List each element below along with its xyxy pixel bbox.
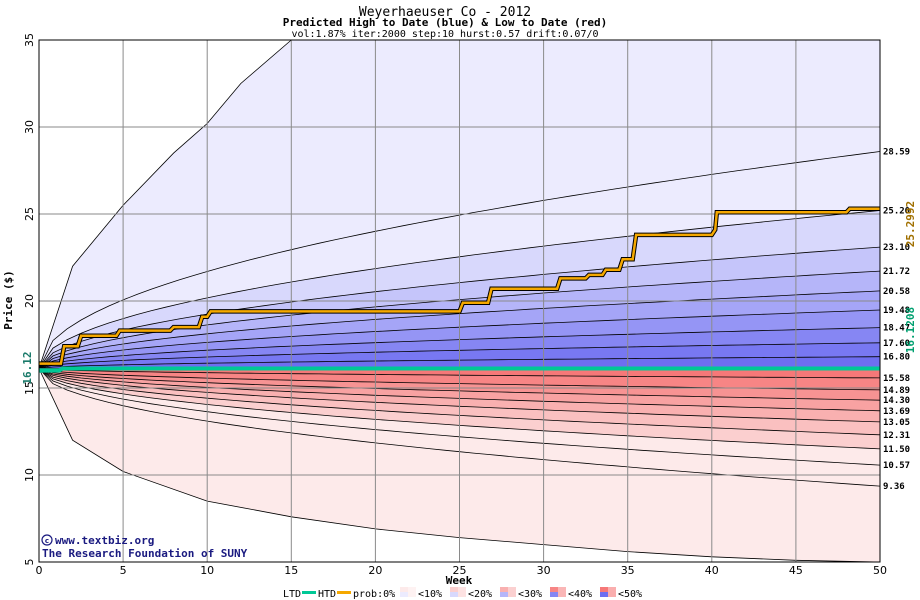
low-band-end-label: 14.30 [883,396,910,406]
low-band-end-label: 12.31 [883,431,910,441]
ltd-series-line [39,366,880,373]
legend-item-label-4: <50% [618,589,642,600]
x-axis-label: Week [446,574,473,587]
legend-prob-label: prob:0% [353,589,395,600]
simulation-params: vol:1.87% iter:2000 step:10 hurst:0.57 d… [291,29,598,40]
low-band-end-label: 10.57 [883,461,910,471]
high-band-end-label: 20.58 [883,287,910,297]
x-tick-label-0: 0 [36,564,43,577]
legend-swatch-mix-1 [458,587,466,597]
low-envelope-line [38,368,881,563]
chart-title: Weyerhaeuser Co - 2012 [359,5,531,20]
x-tick-label-25: 25 [453,564,467,577]
y-tick-label-35: 35 [23,33,36,47]
legend-ltd-label: LTD [283,589,301,600]
high-band-end-label: 18.47 [883,324,910,334]
high-band-end-label: 16.80 [883,353,910,363]
y-tick-label-30: 30 [23,120,36,134]
y-axis-label: Price ($) [2,270,15,330]
high-band-end-label: 28.59 [883,148,910,158]
legend-swatch-high-0 [400,592,408,597]
start-price-label: 16.12 [21,351,34,384]
y-tick-label-10: 10 [23,468,36,482]
x-axis: 0 5 10 15 20 25 30 35 40 45 50 [36,564,888,577]
low-band-end-label: 13.69 [883,407,910,417]
legend-item-label-2: <30% [518,589,542,600]
legend-swatch-low-4 [600,587,608,592]
legend-swatch-mix-2 [508,587,516,597]
legend-swatch-high-4 [600,592,608,597]
legend-item-label-3: <40% [568,589,592,600]
legend-swatch-high-3 [550,592,558,597]
x-tick-label-15: 15 [284,564,298,577]
high-band-end-label: 25.20 [883,207,910,217]
legend-swatch-high-1 [450,592,458,597]
legend: LTD HTD prob:0% <10% <20% <30% <40% <50% [283,587,642,600]
y-tick-label-25: 25 [23,207,36,221]
low-band-end-label: 9.36 [883,482,905,492]
x-tick-label-5: 5 [120,564,127,577]
chart-subtitle: Predicted High to Date (blue) & Low to D… [283,16,608,29]
probability-bands [38,39,881,563]
x-tick-label-40: 40 [705,564,719,577]
y-tick-label-5: 5 [23,559,36,566]
high-band-end-label: 19.48 [883,306,910,316]
x-tick-label-50: 50 [873,564,887,577]
low-band-end-label: 14.89 [883,386,910,396]
y-tick-label-15: 15 [23,381,36,395]
series-lines [39,206,880,373]
htd-series-line [39,207,880,365]
low-band-end-label: 13.05 [883,418,910,428]
band-end-labels: 16.80 17.60 18.47 19.48 20.58 21.72 23.10 25.20… [883,148,910,493]
legend-htd-swatch [337,591,351,594]
copyright-icon [41,534,53,546]
legend-item-label-0: <10% [418,589,442,600]
legend-item-label-1: <20% [468,589,492,600]
y-axis: 5 10 15 20 25 30 35 [23,33,36,566]
high-band-end-label: 23.10 [883,243,910,253]
x-tick-label-35: 35 [621,564,635,577]
legend-swatch-high-2 [500,592,508,597]
legend-swatch-mix-0 [408,587,416,597]
legend-swatch-low-2 [500,587,508,592]
x-tick-label-45: 45 [789,564,803,577]
htd-current-label: 25.2992 [904,201,917,247]
ltd-current-label: 16.1208 [904,307,917,353]
credit-org: The Research Foundation of SUNY [42,547,248,560]
legend-swatch-mix-3 [558,587,566,597]
x-tick-label-20: 20 [368,564,382,577]
credit-url[interactable]: www.textbiz.org [55,534,154,547]
svg-text:c: c [45,537,49,545]
low-band-end-label: 11.50 [883,445,910,455]
legend-ltd-swatch [302,591,316,594]
legend-swatch-low-0 [400,587,408,592]
credit-block: c www.textbiz.org The Research Foundatio… [41,534,248,560]
plot-frame [38,39,881,563]
legend-swatch-mix-4 [608,587,616,597]
high-band-end-label: 17.60 [883,339,910,349]
legend-swatch-low-3 [550,587,558,592]
high-envelope-line [38,39,292,369]
legend-swatch-low-1 [450,587,458,592]
low-band-end-label: 15.58 [883,374,910,384]
x-tick-label-10: 10 [200,564,214,577]
x-tick-label-30: 30 [537,564,551,577]
y-tick-label-20: 20 [23,294,36,308]
legend-htd-label: HTD [318,589,336,600]
high-band-end-label: 21.72 [883,267,910,277]
